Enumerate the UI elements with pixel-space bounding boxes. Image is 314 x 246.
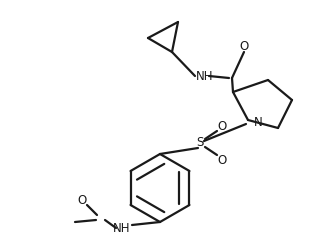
Text: S: S xyxy=(196,137,204,150)
Text: O: O xyxy=(77,194,87,206)
Text: O: O xyxy=(239,41,249,53)
Text: NH: NH xyxy=(112,221,130,234)
Text: O: O xyxy=(217,154,227,167)
Text: O: O xyxy=(217,120,227,133)
Text: N: N xyxy=(254,117,263,129)
Text: NH: NH xyxy=(196,70,214,82)
